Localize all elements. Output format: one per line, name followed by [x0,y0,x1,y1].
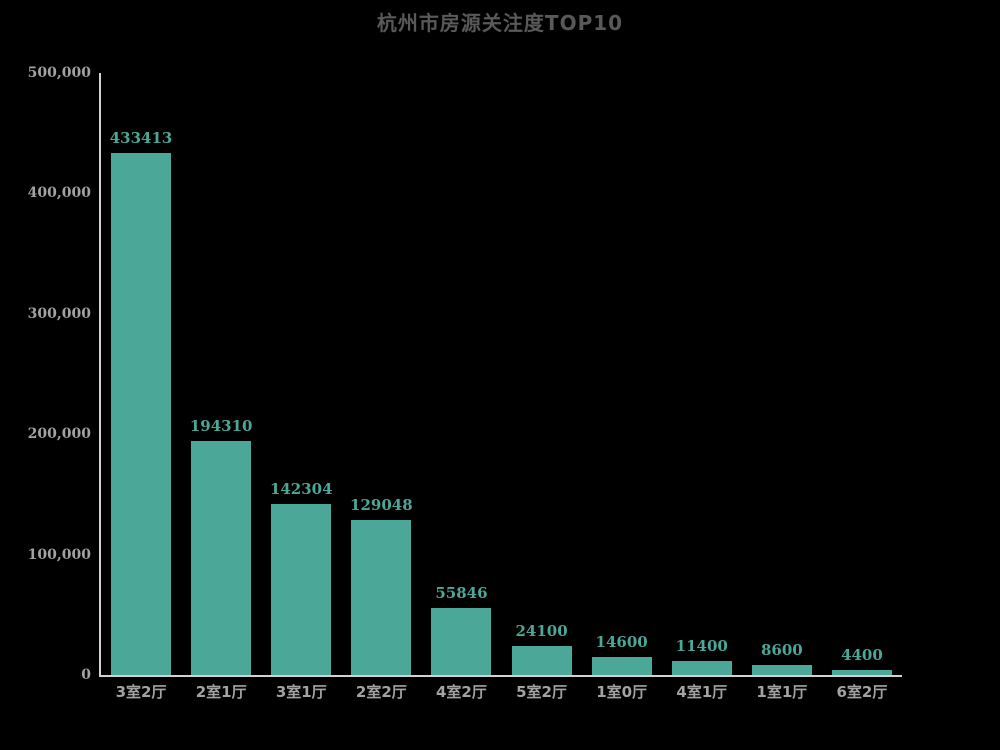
y-tick-label: 300,000 [27,305,91,322]
bar [751,664,812,675]
chart-title: 杭州市房源关注度TOP10 [376,11,624,35]
x-tick-label: 3室1厅 [275,683,327,701]
bar-value-label: 8600 [760,640,803,659]
bar-value-label: 142304 [269,479,333,498]
bar [671,661,732,675]
bar-value-label: 11400 [675,637,728,656]
plot-area: 0 100,000 200,000 300,000 400,000 500,000 4334… [28,66,902,700]
bar-value-label: 55846 [435,583,488,602]
x-tick-label: 1室1厅 [756,683,808,701]
bar [191,441,252,675]
bar-value-label: 14600 [595,633,648,652]
y-tick-label: 500,000 [27,65,91,81]
x-tick-label: 3室2厅 [115,683,167,701]
y-tick-label: 400,000 [27,185,91,202]
bar-value-label: 4400 [841,645,883,664]
y-tick-label: 0 [81,667,91,683]
bar [431,607,492,675]
y-tick-label: 200,000 [27,426,91,443]
y-tick-label: 100,000 [27,546,91,563]
bar [511,645,572,675]
bar [111,153,172,675]
x-tick-label: 5室2厅 [516,683,567,701]
bar [591,657,652,675]
x-tick-label: 4室1厅 [676,683,728,701]
bar-value-label: 433413 [109,129,173,148]
x-tick-label: 1室0厅 [596,683,648,701]
x-tick-label: 4室2厅 [436,683,487,701]
x-tick-label: 2室1厅 [195,683,247,701]
bar [351,519,412,675]
x-tick-label: 2室2厅 [355,683,407,701]
x-tick-label: 6室2厅 [836,683,888,701]
bar-value-label: 24100 [515,621,568,640]
bar [831,669,892,675]
bar-value-label: 129048 [350,495,413,514]
bar-value-label: 194310 [189,417,253,436]
bar [271,503,332,675]
